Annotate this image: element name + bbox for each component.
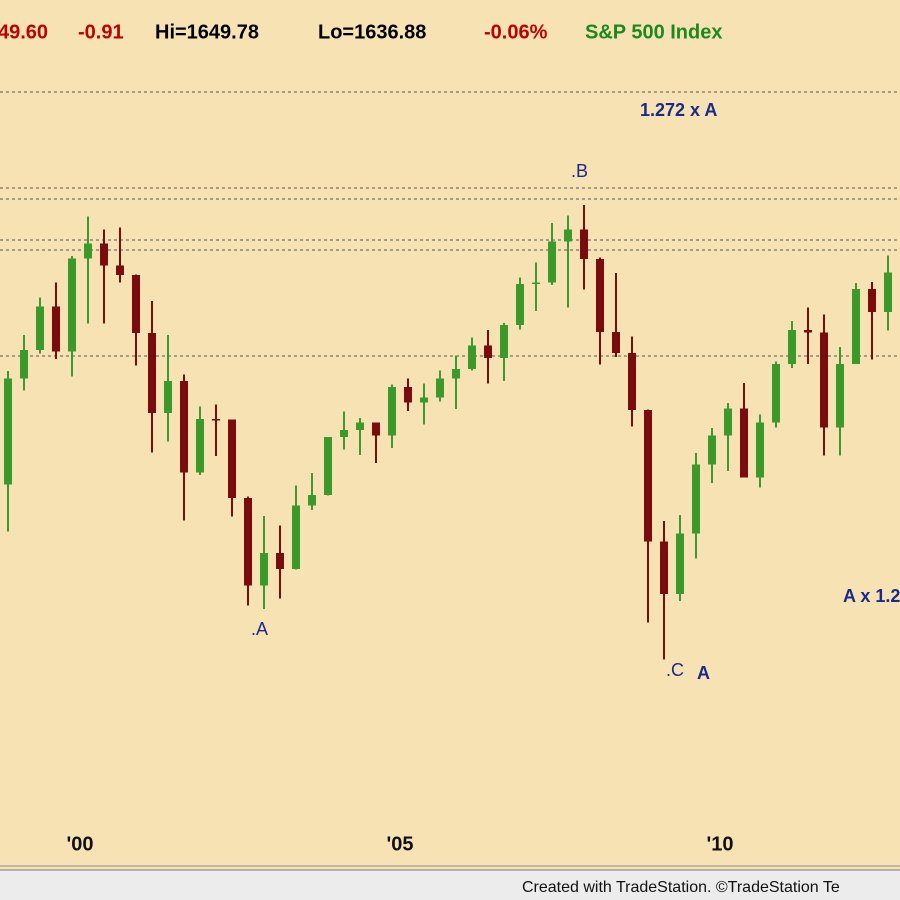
candle-body — [868, 289, 876, 312]
candle-body — [532, 282, 540, 284]
candle-body — [308, 495, 316, 506]
header-item: Hi=1649.78 — [155, 21, 259, 43]
footer-text: Created with TradeStation. ©TradeStation… — [522, 879, 840, 896]
header-item: 49.60 — [0, 21, 48, 43]
candle-body — [324, 437, 332, 495]
candle-body — [564, 229, 572, 242]
candle-body — [820, 332, 828, 428]
candle-body — [4, 378, 12, 485]
annotation: A x 1.2 — [843, 586, 900, 606]
x-tick-label: '10 — [706, 833, 733, 855]
candle-body — [548, 241, 556, 283]
candle-body — [740, 408, 748, 478]
candle-body — [628, 353, 636, 410]
candle-body — [404, 387, 412, 403]
candle-body — [212, 419, 220, 421]
x-tick-label: '00 — [66, 833, 93, 855]
candle-body — [388, 387, 396, 436]
candle-body — [756, 422, 764, 478]
candle-body — [468, 345, 476, 369]
candle-body — [804, 330, 812, 333]
x-tick-label: '05 — [386, 833, 413, 855]
candle-body — [644, 410, 652, 542]
candle-body — [676, 533, 684, 594]
header-item: -0.91 — [78, 21, 124, 43]
header-item: S&P 500 Index — [585, 21, 722, 43]
annotation: .B — [571, 161, 588, 181]
candle-body — [484, 345, 492, 358]
candle-body — [724, 408, 732, 436]
candle-body — [148, 333, 156, 413]
candle-body — [36, 306, 44, 350]
annotation: 1.272 x A — [640, 100, 717, 120]
candle-body — [356, 422, 364, 430]
candle-body — [772, 364, 780, 423]
candle-body — [500, 325, 508, 358]
candle-body — [52, 306, 60, 352]
candle-body — [708, 435, 716, 465]
candle-body — [596, 259, 604, 332]
candle-body — [244, 498, 252, 586]
candle-body — [852, 289, 860, 364]
candle-body — [180, 381, 188, 473]
candle-body — [516, 284, 524, 325]
header-item: Lo=1636.88 — [318, 21, 426, 43]
candle-body — [660, 541, 668, 594]
candle-body — [836, 364, 844, 428]
candle-body — [452, 369, 460, 379]
annotation: .A — [251, 619, 268, 639]
candle-body — [340, 430, 348, 437]
candle-body — [100, 243, 108, 266]
candle-body — [20, 350, 28, 379]
candle-body — [612, 332, 620, 353]
candle-body — [116, 265, 124, 275]
candle-body — [436, 378, 444, 398]
candle-body — [68, 258, 76, 352]
candle-body — [260, 553, 268, 586]
footer-band — [0, 870, 900, 900]
candle-body — [292, 505, 300, 569]
annotation: .C — [666, 660, 684, 680]
candle-body — [164, 381, 172, 413]
candle-body — [692, 464, 700, 534]
candle-body — [788, 330, 796, 364]
candle-body — [84, 243, 92, 259]
candle-body — [228, 419, 236, 498]
candle-body — [276, 553, 284, 569]
candle-body — [372, 422, 380, 436]
candle-body — [884, 272, 892, 312]
candle-body — [580, 229, 588, 259]
candle-body — [196, 419, 204, 473]
candle-body — [132, 275, 140, 333]
header-item: -0.06% — [484, 21, 548, 43]
annotation: A — [697, 663, 710, 683]
candle-body — [420, 397, 428, 403]
